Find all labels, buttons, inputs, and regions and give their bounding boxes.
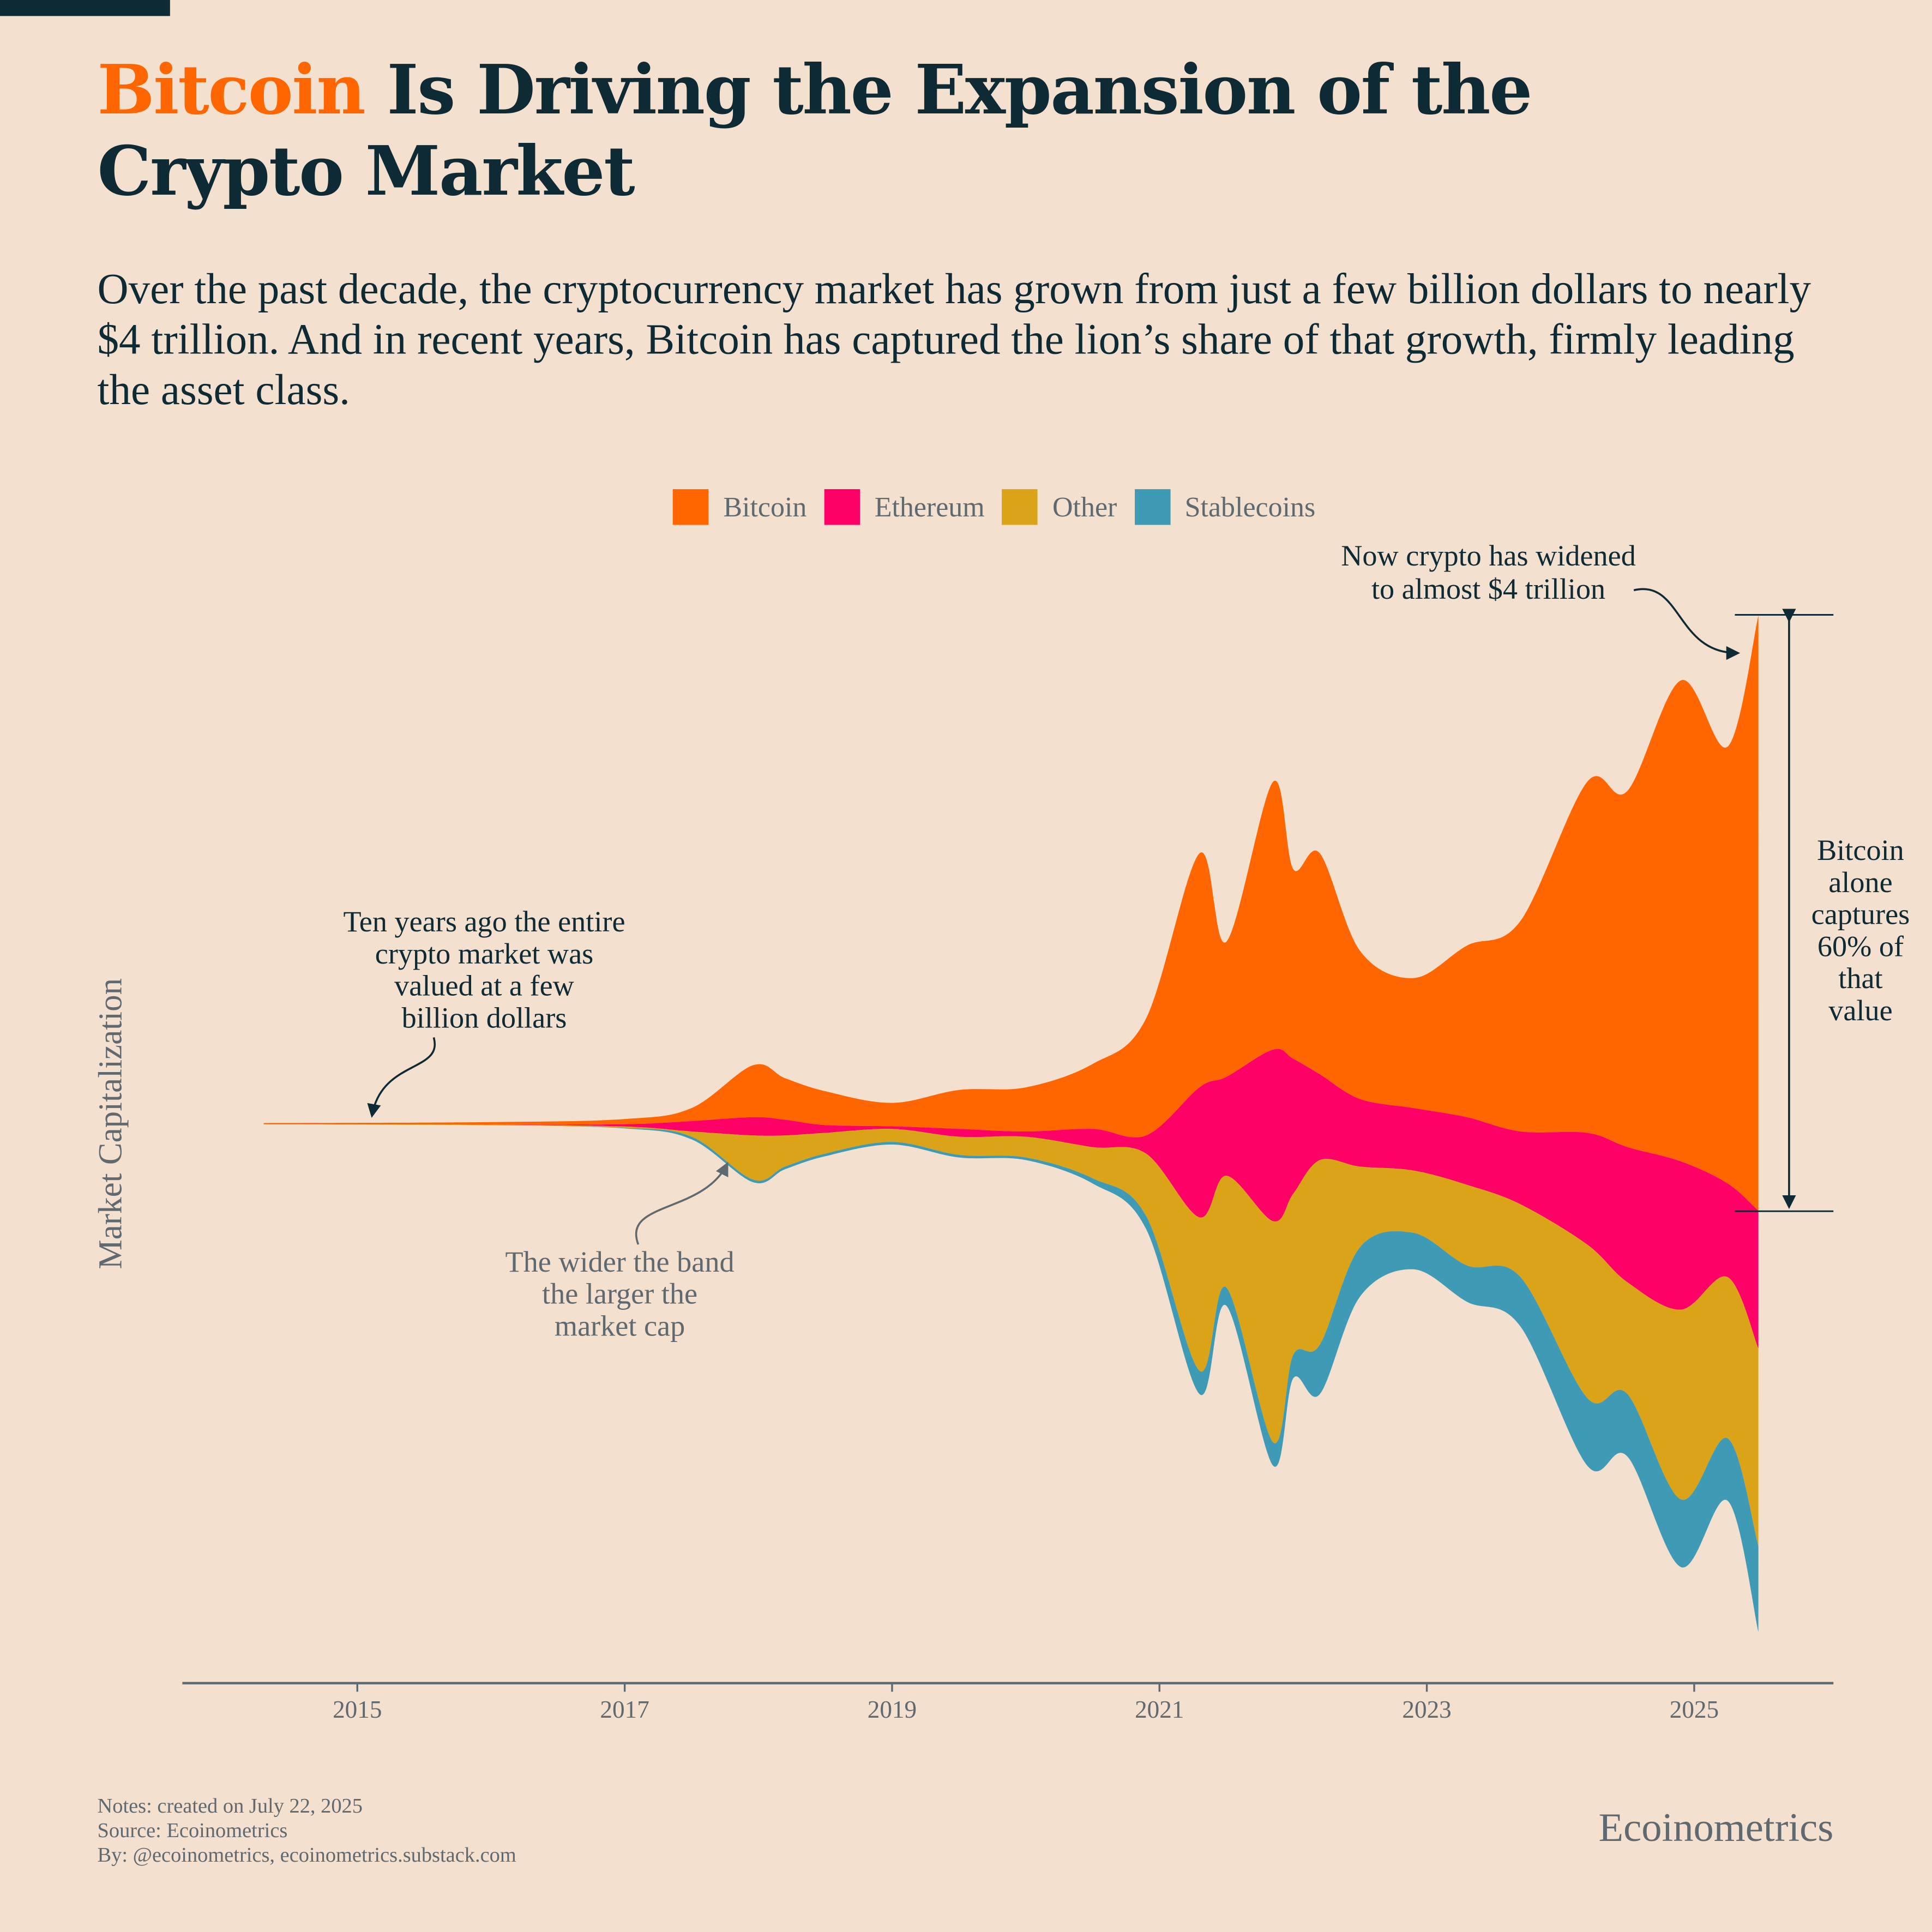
x-tick-label: 2025 [1670,1696,1719,1723]
annotation-line: Now crypto has widened [1341,539,1636,572]
legend-swatch-stablecoins [1134,489,1170,525]
subtitle: Over the past decade, the cryptocurrency… [97,264,1811,414]
annotation-line: crypto market was [375,937,593,970]
annotation-line: billion dollars [402,1001,567,1034]
annotation-now: Now crypto has widened to almost $4 tril… [1341,539,1741,660]
title-highlight: Bitcoin [97,49,366,130]
arrow-icon [635,1161,729,1245]
notes-text: Notes: created on July 22, 2025 [97,1793,363,1817]
legend-swatch-bitcoin [672,489,709,525]
legend-swatch-ethereum [824,489,860,525]
arrow-icon [1633,588,1741,660]
annotation-line: Bitcoin [1817,834,1904,866]
annotation-line: to almost $4 trillion [1371,573,1605,605]
x-axis-ticks: 2015 2017 2019 2021 2023 2025 [333,1683,1719,1723]
legend-label: Ethereum [874,491,985,522]
annotation-line: alone [1828,866,1892,899]
x-tick-label: 2017 [600,1696,649,1723]
legend-label: Other [1052,491,1117,522]
annotation-line: that [1838,962,1882,995]
legend-item-other: Other [1002,489,1117,525]
annotation-line: valued at a few [394,970,574,1002]
x-tick-label: 2015 [333,1696,382,1723]
stream-layer-stablecoins [263,1124,1759,1632]
annotation-line: the larger the [542,1278,697,1310]
source-text: Source: Ecoinometrics [97,1819,288,1843]
annotation-line: market cap [555,1309,685,1342]
x-tick-label: 2021 [1135,1696,1184,1723]
corner-accent-bar [0,0,170,16]
legend-item-ethereum: Ethereum [824,489,985,525]
brand-logo-text: Ecoinometrics [1598,1806,1834,1851]
bitcoin-share-bracket [1735,609,1834,1212]
legend: Bitcoin Ethereum Other Stablecoins [672,489,1333,525]
stream-layer-bitcoin [263,615,1759,1211]
annotation-bitcoin-share: Bitcoin alone captures 60% of that value [1811,834,1910,1027]
annotation-line: value [1828,994,1892,1027]
byline-text: By: @ecoinometrics, ecoinometrics.substa… [97,1843,516,1867]
stream-layer-other [263,1124,1759,1546]
annotation-line: 60% of [1817,930,1904,962]
page-title: Bitcoin Is Driving the Expansion of the … [98,49,1699,212]
legend-item-bitcoin: Bitcoin [672,489,807,525]
x-tick-label: 2023 [1402,1696,1451,1723]
stream-layers [263,615,1759,1632]
annotation-line: Ten years ago the entire [343,905,625,938]
title-rest: Is Driving the Expansion of the Crypto M… [97,49,1533,211]
legend-swatch-other [1002,489,1038,525]
arrow-icon [367,1037,436,1118]
footer-notes: Notes: created on July 22, 2025 Source: … [98,1794,516,1868]
annotation-line: captures [1811,898,1910,931]
legend-label: Bitcoin [723,491,807,522]
annotation-band-width: The wider the band the larger the market… [505,1161,735,1342]
x-tick-label: 2019 [868,1696,917,1723]
annotation-line: The wider the band [505,1245,735,1278]
stream-layer-ethereum [263,1049,1759,1349]
legend-label: Stablecoins [1184,491,1316,522]
annotation-early-market: Ten years ago the entire crypto market w… [343,905,625,1118]
legend-item-stablecoins: Stablecoins [1134,489,1315,525]
